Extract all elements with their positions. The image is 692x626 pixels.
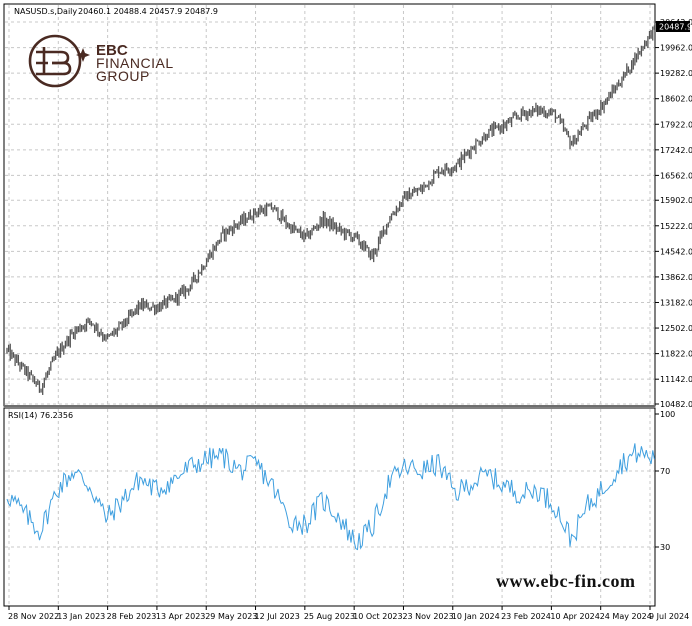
price-tick-label: 17922.0 [660, 120, 692, 129]
rsi-panel-frame [3, 407, 656, 607]
price-tick-label: 18602.0 [660, 95, 692, 104]
rsi-line [6, 443, 655, 551]
ohlc-values: 20460.1 20488.4 20457.9 20487.9 [78, 7, 218, 16]
time-tick-label: 10 Jan 2024 [452, 612, 500, 621]
rsi-label: RSI(14) 76.2356 [8, 411, 73, 420]
price-tick-label: 12502.0 [660, 324, 692, 333]
time-tick-label: 9 Jul 2024 [649, 612, 689, 621]
symbol-label: NASUSD.s,Daily [14, 7, 77, 16]
time-tick-label: 28 Nov 2022 [8, 612, 59, 621]
price-tick-label: 14542.0 [660, 247, 692, 256]
time-tick-label: 10 Oct 2023 [353, 612, 402, 621]
time-tick-label: 13 Jan 2023 [57, 612, 105, 621]
brand-line3: GROUP [96, 68, 150, 84]
website-url: www.ebc-fin.com [496, 571, 635, 591]
ebc-logo-icon [28, 34, 82, 88]
price-tick-label: 11142.0 [660, 375, 692, 384]
rsi-tick-label: 30 [660, 543, 670, 552]
rsi-tick-label: 70 [660, 467, 670, 476]
sparkle-icon [76, 48, 90, 62]
price-axis: 20642.019962.019282.018602.017922.017242… [655, 18, 692, 409]
brand-line1: EBC [96, 42, 128, 59]
time-tick-label: 24 May 2024 [600, 612, 652, 621]
price-tick-label: 13182.0 [660, 298, 692, 307]
current-price-marker: 20487.9 [656, 21, 692, 32]
rsi-gridlines [5, 409, 654, 605]
main-gridlines [5, 5, 654, 405]
ebc-logo: EBC FINANCIAL GROUP [28, 34, 174, 88]
price-tick-label: 19282.0 [660, 69, 692, 78]
price-tick-label: 19962.0 [660, 44, 692, 53]
price-tick-label: 13862.0 [660, 273, 692, 282]
price-tick-label: 10482.0 [660, 400, 692, 409]
price-candles [6, 25, 656, 395]
time-tick-label: 10 Apr 2024 [550, 612, 599, 621]
time-tick-label: 25 Aug 2023 [304, 612, 355, 621]
brand-line2: FINANCIAL [96, 55, 174, 71]
time-tick-label: 28 Feb 2023 [107, 612, 157, 621]
price-tick-label: 15222.0 [660, 222, 692, 231]
svg-text:20487.9: 20487.9 [659, 23, 692, 32]
rsi-axis: 100 70 30 [655, 410, 675, 552]
rsi-tick-label: 100 [660, 410, 675, 419]
time-tick-label: 23 Feb 2024 [501, 612, 551, 621]
time-tick-label: 12 Jul 2023 [255, 612, 300, 621]
price-tick-label: 15902.0 [660, 196, 692, 205]
time-tick-label: 29 May 2023 [205, 612, 257, 621]
time-tick-label: 23 Nov 2023 [402, 612, 453, 621]
price-tick-label: 16562.0 [660, 171, 692, 180]
time-tick-label: 13 Apr 2023 [156, 612, 205, 621]
price-tick-label: 11822.0 [660, 350, 692, 359]
price-tick-label: 17242.0 [660, 146, 692, 155]
